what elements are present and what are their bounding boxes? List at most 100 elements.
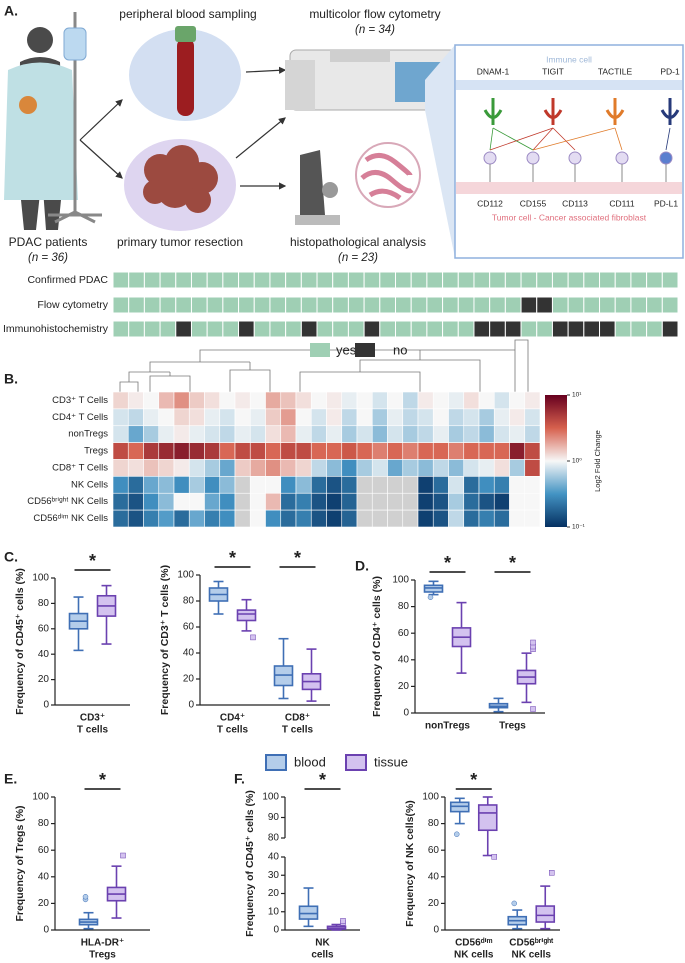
heat-cell bbox=[158, 459, 175, 477]
outlier bbox=[549, 870, 555, 876]
heat-cell bbox=[463, 425, 480, 443]
x-tick-label: HLA-DR⁺ bbox=[81, 938, 125, 949]
heat-cell bbox=[417, 391, 434, 410]
y-tick-label: 80 bbox=[398, 601, 410, 612]
heat-cell bbox=[509, 408, 526, 427]
heat-cell bbox=[509, 459, 526, 477]
heat-cell bbox=[127, 492, 144, 511]
colorbar-tick-label: 10⁻¹ bbox=[572, 524, 586, 531]
heat-cell bbox=[280, 425, 297, 443]
heat-cell bbox=[326, 476, 343, 494]
y-tick-label: 100 bbox=[422, 792, 439, 803]
heat-cell bbox=[265, 459, 282, 477]
x-tick-label: T cells bbox=[217, 725, 249, 736]
heat-cell bbox=[371, 459, 388, 477]
heat-cell bbox=[478, 442, 495, 460]
ligand: CD111 bbox=[609, 198, 634, 208]
heat-cell bbox=[158, 492, 175, 511]
heat-cell bbox=[310, 509, 327, 528]
status-cell bbox=[238, 271, 255, 289]
heat-cell bbox=[387, 509, 404, 528]
status-cell bbox=[551, 320, 569, 338]
outlier bbox=[82, 894, 89, 900]
heat-cell bbox=[371, 442, 388, 460]
step-label: PDAC patients bbox=[9, 235, 88, 249]
status-cell bbox=[379, 320, 396, 338]
x-tick-label: CD3⁺ bbox=[80, 713, 105, 724]
heat-cell bbox=[219, 425, 236, 443]
heat-cell bbox=[280, 459, 297, 477]
heat-cell bbox=[432, 391, 449, 410]
y-tick-label: 60 bbox=[183, 622, 195, 633]
row-label: CD4⁺ T Cells bbox=[52, 412, 108, 423]
heat-cell bbox=[387, 459, 404, 477]
heat-cell bbox=[341, 442, 358, 460]
heat-cell bbox=[478, 509, 495, 528]
heat-cell bbox=[463, 459, 480, 477]
status-cell bbox=[269, 296, 287, 314]
heat-cell bbox=[509, 391, 526, 410]
heat-cell bbox=[356, 425, 373, 443]
heat-cell bbox=[417, 492, 434, 511]
heat-cell bbox=[417, 509, 434, 528]
heat-cell bbox=[432, 442, 449, 460]
status-cell bbox=[253, 271, 271, 289]
heat-cell bbox=[524, 476, 541, 494]
y-tick-label: 90 bbox=[268, 812, 280, 823]
heat-cell bbox=[158, 442, 175, 460]
heat-cell bbox=[463, 476, 480, 494]
heat-cell bbox=[448, 459, 465, 477]
x-tick-label: CD56ᵈⁱᵐ bbox=[455, 938, 493, 949]
receptor: DNAM-1 bbox=[477, 66, 510, 76]
status-cell bbox=[285, 296, 302, 314]
heat-cell bbox=[158, 391, 175, 410]
legend-label: no bbox=[393, 342, 407, 357]
status-cell bbox=[269, 320, 287, 338]
heat-cell bbox=[265, 476, 282, 494]
heat-cell bbox=[173, 442, 190, 460]
status-cell bbox=[316, 271, 334, 289]
y-tick-label: 40 bbox=[398, 654, 410, 665]
heat-cell bbox=[219, 492, 236, 511]
heat-cell bbox=[280, 492, 297, 511]
row-label: Immunohistochemistry bbox=[3, 323, 109, 335]
heat-cell bbox=[173, 459, 190, 477]
heat-cell bbox=[524, 408, 541, 427]
heat-cell bbox=[371, 391, 388, 410]
y-tick-label: 40 bbox=[268, 852, 280, 863]
status-cell bbox=[190, 296, 208, 314]
row-label: NK Cells bbox=[71, 479, 108, 490]
step-label: primary tumor resection bbox=[117, 235, 243, 249]
heat-cell bbox=[493, 492, 510, 511]
y-tick-label: 0 bbox=[433, 925, 439, 936]
significance-star: * bbox=[444, 553, 451, 573]
status-cell bbox=[489, 320, 506, 338]
y-tick-label: 20 bbox=[183, 674, 195, 685]
status-cell bbox=[159, 271, 177, 289]
outlier bbox=[250, 634, 256, 641]
heat-cell bbox=[249, 476, 266, 494]
heat-cell bbox=[326, 425, 343, 443]
y-tick-label: 60 bbox=[428, 845, 440, 856]
heat-cell bbox=[112, 459, 129, 477]
heat-cell bbox=[219, 476, 236, 494]
status-cell bbox=[285, 271, 302, 289]
status-cell bbox=[426, 271, 444, 289]
status-cell bbox=[143, 296, 161, 314]
heat-cell bbox=[432, 492, 449, 511]
heat-cell bbox=[204, 425, 221, 443]
heat-cell bbox=[173, 391, 190, 410]
y-tick-label: 100 bbox=[32, 573, 49, 584]
heat-cell bbox=[188, 391, 205, 410]
status-cell bbox=[504, 320, 522, 338]
status-cell bbox=[457, 271, 475, 289]
x-tick-label: CD56ᵇʳⁱᵍʰᵗ bbox=[509, 938, 554, 949]
heat-cell bbox=[127, 476, 144, 494]
box bbox=[236, 609, 257, 622]
dendrogram bbox=[119, 339, 529, 392]
heat-cell bbox=[326, 492, 343, 511]
heat-cell bbox=[463, 492, 480, 511]
outlier bbox=[454, 831, 460, 837]
heat-cell bbox=[493, 509, 510, 528]
ligand: CD112 bbox=[477, 198, 503, 208]
